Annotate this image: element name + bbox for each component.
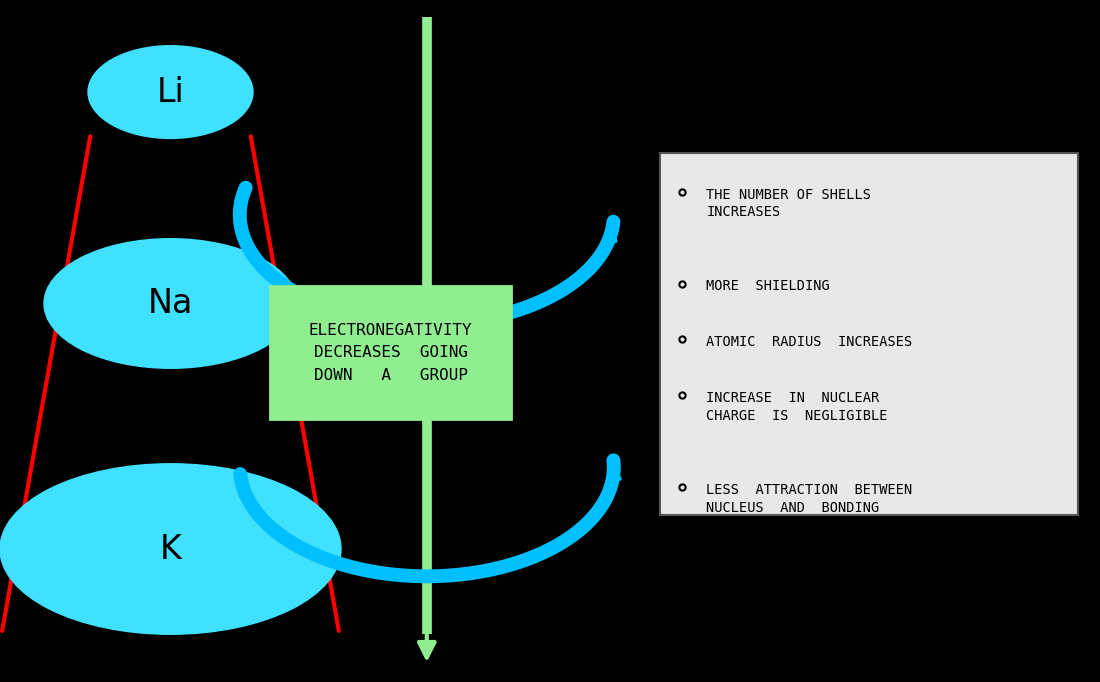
Text: ELECTRONEGATIVITY
DECREASES  GOING
DOWN   A   GROUP: ELECTRONEGATIVITY DECREASES GOING DOWN A… (309, 323, 472, 383)
FancyBboxPatch shape (660, 153, 1078, 515)
Text: Li: Li (156, 76, 185, 108)
Text: MORE  SHIELDING: MORE SHIELDING (706, 280, 830, 293)
Ellipse shape (0, 464, 341, 634)
Ellipse shape (88, 46, 253, 138)
Ellipse shape (44, 239, 297, 368)
Text: Na: Na (147, 287, 194, 320)
Text: ATOMIC  RADIUS  INCREASES: ATOMIC RADIUS INCREASES (706, 335, 913, 349)
Text: THE NUMBER OF SHELLS
INCREASES: THE NUMBER OF SHELLS INCREASES (706, 188, 871, 220)
Text: K: K (160, 533, 182, 565)
Text: LESS  ATTRACTION  BETWEEN
NUCLEUS  AND  BONDING
ELECTRONS: LESS ATTRACTION BETWEEN NUCLEUS AND BOND… (706, 483, 913, 533)
FancyBboxPatch shape (270, 286, 512, 419)
Text: INCREASE  IN  NUCLEAR
CHARGE  IS  NEGLIGIBLE: INCREASE IN NUCLEAR CHARGE IS NEGLIGIBLE (706, 391, 888, 423)
